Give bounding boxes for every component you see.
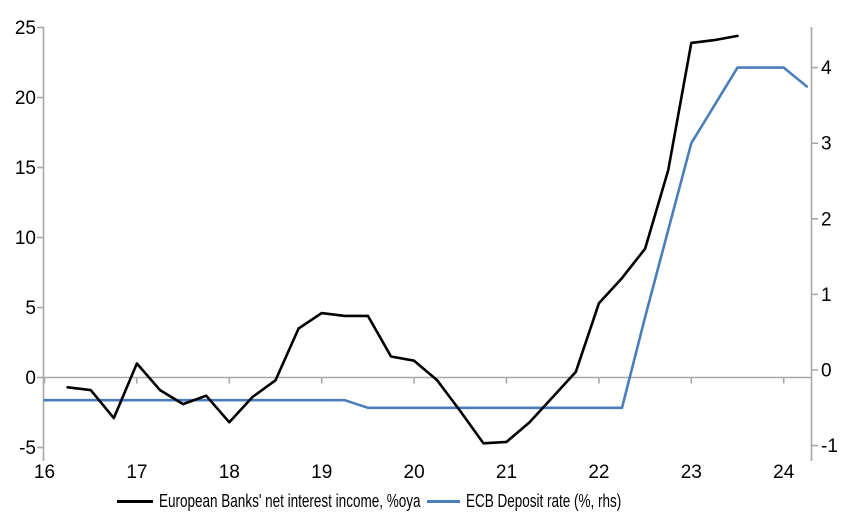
legend-label-net-interest-income: European Banks' net interest income, %oy… xyxy=(159,490,421,511)
x-axis-tick-label: 20 xyxy=(404,462,425,483)
x-axis-tick-label: 19 xyxy=(311,462,332,483)
legend-swatch-blue-line xyxy=(427,499,460,503)
right-axis-tick-label: -1 xyxy=(821,436,838,457)
left-axis-tick-label: -5 xyxy=(19,438,36,459)
left-axis-tick-label: 5 xyxy=(25,298,36,319)
left-axis-tick-label: 15 xyxy=(15,158,36,179)
legend-label-ecb-deposit-rate: ECB Deposit rate (%, rhs) xyxy=(466,490,622,511)
series-line-ecb-deposit-rate xyxy=(43,66,809,410)
right-axis-tick-label: 1 xyxy=(821,285,832,306)
legend-item-net-interest-income: European Banks' net interest income, %oy… xyxy=(117,490,508,511)
x-axis-tick-label: 24 xyxy=(773,462,795,483)
left-axis-tick-label: 0 xyxy=(25,368,36,389)
legend-swatch-black-line xyxy=(117,499,153,503)
left-axis-tick-label: 25 xyxy=(15,18,36,39)
right-axis-tick-label: 0 xyxy=(821,361,832,382)
left-axis-tick-label: 10 xyxy=(15,228,36,249)
x-axis-tick-label: 18 xyxy=(219,462,240,483)
x-axis-tick-label: 17 xyxy=(126,462,147,483)
x-axis-tick-label: 21 xyxy=(496,462,517,483)
legend-item-ecb-deposit-rate: ECB Deposit rate (%, rhs) xyxy=(427,490,673,511)
right-axis-tick-label: 2 xyxy=(821,209,832,230)
x-axis-tick-label: 23 xyxy=(681,462,702,483)
x-axis-tick-label: 16 xyxy=(34,462,55,483)
series-line-net-interest-income xyxy=(66,34,739,445)
left-axis-tick-label: 20 xyxy=(15,88,36,109)
right-axis-tick-label: 3 xyxy=(821,134,832,155)
right-axis-tick-label: 4 xyxy=(821,58,832,79)
x-axis-tick-label: 22 xyxy=(588,462,609,483)
